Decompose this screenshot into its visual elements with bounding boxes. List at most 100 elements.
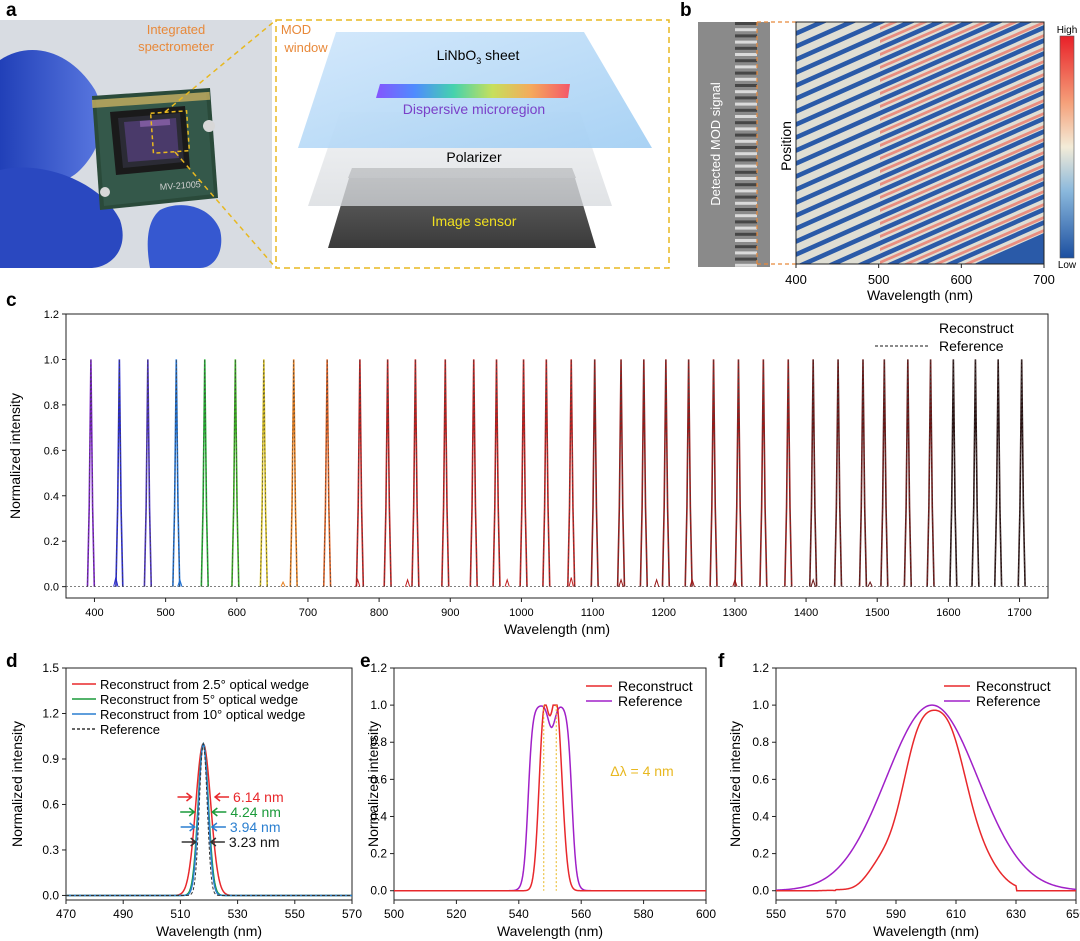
signal-stripe — [735, 40, 757, 44]
noise-bump — [618, 578, 624, 587]
x-tick-label: 590 — [886, 907, 906, 921]
noise-bump — [654, 578, 660, 587]
heatmap-band — [796, 0, 1044, 5]
x-axis-label: Wavelength (nm) — [504, 621, 610, 637]
y-tick-label: 0.6 — [370, 772, 387, 786]
reference-peak-26 — [784, 359, 793, 587]
heatmap-band — [809, 160, 1044, 264]
signal-stripe — [735, 127, 757, 131]
reference-peak-17 — [567, 359, 575, 587]
heatmap-band — [796, 0, 1044, 18]
heatmap-band — [796, 22, 817, 31]
integrated-label-1: Integrated — [147, 22, 206, 37]
noise-bump — [504, 578, 510, 587]
legend-reconstruct-label: Reconstruct — [939, 320, 1014, 336]
y-tick-label: 0.6 — [752, 772, 769, 786]
polarizer-label: Polarizer — [446, 149, 502, 165]
heatmap-band-red — [880, 22, 929, 43]
x-tick-label: 570 — [826, 907, 846, 921]
reference-peak-34 — [971, 359, 980, 587]
panel-b-letter: b — [680, 0, 692, 21]
series-reference — [775, 704, 1077, 891]
signal-label: Detected MOD signal — [708, 82, 723, 206]
x-tick-label: 500 — [384, 907, 404, 921]
y-axis-label: Normalized intensity — [7, 393, 23, 519]
reference-peak-14 — [492, 359, 501, 587]
signal-stripe — [735, 65, 757, 69]
y-tick-label: 0.6 — [42, 797, 59, 811]
legend-label-1: Reconstruct from 5° optical wedge — [100, 692, 298, 707]
signal-stripe — [735, 220, 757, 224]
y-tick-label: 0.4 — [370, 809, 387, 823]
fwhm-arrow-left-1 — [180, 807, 196, 817]
x-tick-label: 650 — [1066, 907, 1080, 921]
mod-label-1: MOD — [281, 22, 311, 37]
heatmap-band-red — [880, 34, 1044, 108]
y-tick-label: 1.0 — [752, 698, 769, 712]
dispersive-microregion — [376, 84, 570, 98]
legend-label-1: Reference — [618, 693, 683, 709]
heatmap-band — [796, 22, 875, 57]
x-tick-label: 510 — [170, 907, 190, 921]
x-tick-label: 1300 — [723, 607, 747, 619]
sensor-label: Image sensor — [432, 213, 517, 229]
y-tick-label: 0.2 — [752, 847, 769, 861]
heatmap-band-red — [880, 22, 899, 30]
y-tick-label: 0.0 — [44, 582, 59, 594]
signal-stripe — [735, 201, 757, 205]
b-xtick-label: 700 — [1033, 272, 1055, 287]
noise-bump — [810, 578, 816, 587]
colorbar-high: High — [1057, 25, 1078, 36]
heatmap-band — [796, 22, 993, 109]
signal-stripe — [735, 133, 757, 137]
y-axis-label: Normalized intensity — [727, 721, 743, 847]
chart-f: 550 570 590 610 630 650 0.0 0.2 0.4 0.6 0.8 1.0 1.2 W… — [727, 661, 1080, 939]
reference-peak-2 — [144, 359, 152, 587]
series-reference — [394, 705, 706, 892]
series-3 — [66, 742, 352, 896]
fwhm-label-3: 3.23 nm — [229, 834, 280, 850]
signal-stripe — [735, 263, 757, 267]
reference-peak-19 — [617, 359, 625, 587]
x-tick-label: 600 — [696, 907, 716, 921]
reference-peak-11 — [411, 359, 420, 587]
signal-stripe — [735, 239, 757, 242]
heatmap-band-red — [880, 164, 1044, 238]
noise-bump — [404, 578, 411, 587]
signal-stripe — [735, 121, 757, 125]
fwhm-arrow-right-1 — [211, 807, 227, 817]
zoom-line-top — [164, 19, 277, 113]
delta-lambda-annotation: Δλ = 4 nm — [610, 763, 673, 779]
legend-label-2: Reconstruct from 10° optical wedge — [100, 707, 305, 722]
x-tick-label: 490 — [113, 907, 133, 921]
x-tick-label: 550 — [285, 907, 305, 921]
signal-stripe — [735, 152, 757, 156]
reference-peak-35 — [994, 359, 1002, 587]
signal-stripe — [735, 34, 757, 38]
signal-stripe — [735, 226, 757, 230]
plot-frame — [775, 667, 1077, 901]
y-tick-label: 1.2 — [752, 661, 769, 675]
heatmap-band-red — [933, 216, 1044, 264]
heatmap-band-red — [963, 229, 1044, 264]
reference-peak-28 — [834, 359, 842, 587]
noise-bump — [867, 580, 873, 587]
x-tick-label: 610 — [946, 907, 966, 921]
reference-peak-25 — [759, 359, 768, 587]
heatmap-band — [796, 22, 846, 44]
reference-peak-1 — [115, 359, 124, 587]
x-tick-label: 600 — [228, 607, 246, 619]
board-text: MV-21005 — [159, 179, 201, 192]
fwhm-arrow-right-0 — [213, 792, 230, 802]
chart-c: 400 500 600 700 800 900 1000 1100 1200 1300 1400 15… — [7, 309, 1049, 637]
y-tick-label: 1.0 — [370, 698, 387, 712]
x-tick-label: 900 — [441, 607, 459, 619]
reference-peak-13 — [469, 359, 478, 587]
signal-stripe — [735, 46, 757, 50]
legend-reference-label: Reference — [939, 338, 1004, 354]
reference-peak-15 — [519, 359, 528, 587]
signal-stripe — [735, 232, 757, 236]
x-tick-label: 540 — [509, 907, 529, 921]
heatmap-band-red — [880, 60, 1044, 134]
reference-peak-23 — [709, 359, 718, 587]
